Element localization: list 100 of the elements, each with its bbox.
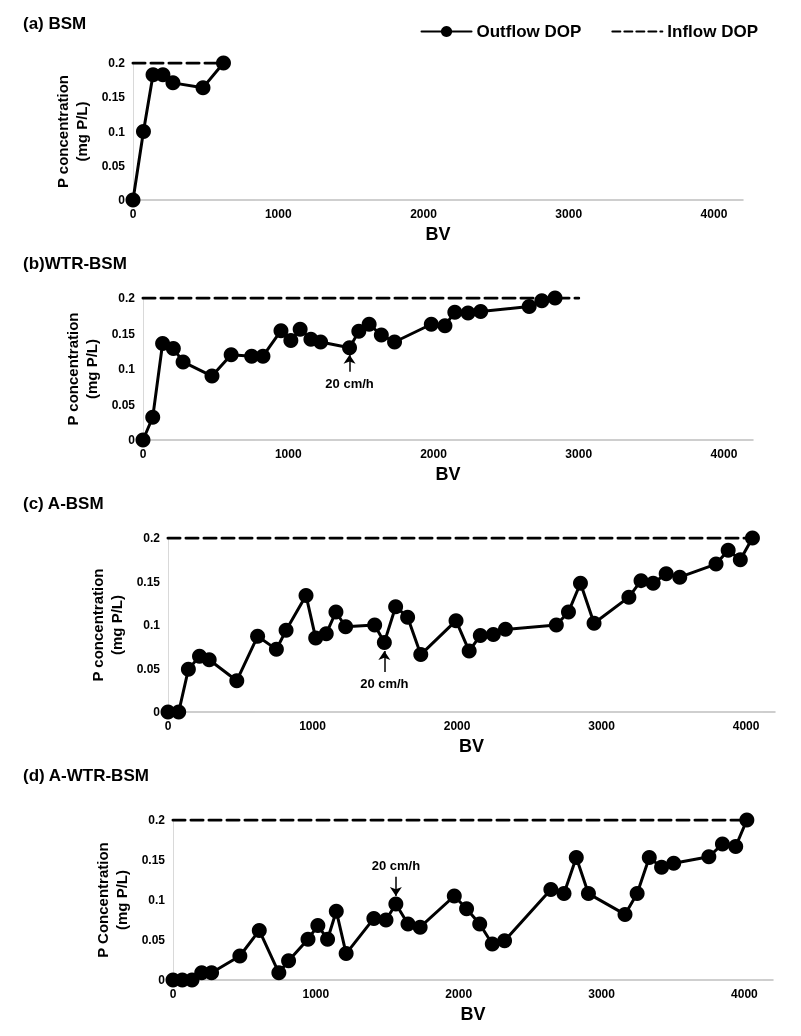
- x-tick-label: 1000: [302, 987, 330, 1001]
- point: [278, 622, 294, 638]
- point: [568, 850, 584, 866]
- point: [484, 936, 500, 952]
- point: [744, 530, 760, 546]
- point: [273, 323, 289, 339]
- point: [318, 626, 334, 642]
- x-tick-label: 3000: [588, 719, 616, 733]
- y-tick-label: 0.1: [118, 362, 136, 376]
- point: [388, 599, 404, 615]
- point: [586, 615, 602, 631]
- y-tick-label: 0.05: [111, 397, 136, 412]
- y-tick-label: 0: [118, 193, 126, 207]
- point: [413, 647, 429, 663]
- x-tick-label: 1000: [264, 207, 292, 221]
- x-tick-label: 1000: [299, 719, 327, 733]
- point: [204, 368, 220, 384]
- point: [165, 340, 181, 356]
- point: [658, 566, 674, 582]
- point: [229, 673, 245, 689]
- point: [361, 316, 377, 332]
- point: [645, 575, 661, 591]
- y-tick-label: 0.05: [101, 158, 126, 173]
- y-tick-label: 0.15: [101, 90, 126, 105]
- point: [720, 542, 736, 558]
- point: [125, 192, 141, 208]
- point: [617, 906, 633, 922]
- point: [472, 916, 488, 932]
- point: [739, 812, 755, 828]
- y-tick-label: 0.1: [108, 124, 126, 139]
- point: [165, 75, 181, 91]
- y-axis-title: P concentration (mg P/L): [63, 312, 100, 426]
- point: [298, 587, 314, 603]
- x-tick-label: 2000: [410, 207, 438, 221]
- point: [654, 859, 670, 875]
- y-tick-label: 0.15: [141, 853, 166, 867]
- x-tick-label: 4000: [731, 987, 759, 1001]
- x-tick-label: 2000: [420, 447, 448, 461]
- point: [387, 334, 403, 350]
- y-tick-label: 0.2: [118, 291, 136, 305]
- y-axis-title: P Concentration (mg P/L): [93, 842, 130, 958]
- point: [223, 347, 239, 363]
- point: [195, 80, 211, 96]
- x-tick-label: 4000: [732, 719, 760, 733]
- point: [400, 609, 416, 625]
- point: [338, 619, 354, 635]
- point: [732, 552, 748, 568]
- x-tick-label: 2000: [443, 719, 471, 733]
- point: [378, 912, 394, 928]
- point: [580, 886, 596, 902]
- point: [328, 604, 344, 620]
- x-tick-label: 1000: [274, 447, 302, 461]
- x-axis-title: BV: [425, 224, 451, 244]
- x-axis-title: BV: [435, 464, 461, 484]
- point: [232, 948, 248, 964]
- x-tick-label: 3000: [555, 207, 583, 221]
- y-tick-label: 0.2: [143, 531, 161, 545]
- y-tick-label: 0: [128, 433, 136, 447]
- y-tick-label: 0.15: [136, 574, 161, 589]
- point: [423, 316, 439, 332]
- point: [621, 589, 637, 605]
- point: [714, 836, 730, 852]
- point: [204, 965, 220, 981]
- point: [292, 321, 308, 337]
- x-tick-label: 0: [169, 987, 177, 1001]
- x-tick-label: 2000: [445, 987, 473, 1001]
- y-tick-label: 0.1: [148, 893, 166, 907]
- point: [534, 293, 550, 309]
- y-tick-label: 0.1: [143, 618, 161, 632]
- y-tick-label: 0: [158, 973, 166, 987]
- y-tick-label: 0.2: [148, 813, 166, 827]
- point: [521, 299, 537, 315]
- point: [543, 882, 559, 898]
- chart-title: (c) A-BSM: [23, 494, 104, 513]
- point: [459, 901, 475, 917]
- y-tick-label: 0.2: [108, 56, 126, 70]
- point: [672, 569, 688, 585]
- point: [708, 556, 724, 572]
- point: [485, 627, 501, 643]
- annotation: 20 cm/h: [325, 375, 374, 391]
- chart-title: (d) A-WTR-BSM: [23, 766, 149, 785]
- point: [701, 849, 717, 865]
- point: [250, 628, 266, 644]
- point: [268, 641, 284, 657]
- point: [641, 850, 657, 866]
- point: [461, 643, 477, 659]
- point: [338, 946, 354, 962]
- y-axis-title: P concentration (mg P/L): [88, 568, 125, 682]
- chart-title: (a) BSM: [23, 14, 87, 33]
- x-tick-label: 4000: [710, 447, 738, 461]
- x-axis-title: BV: [458, 736, 485, 756]
- point: [201, 652, 217, 668]
- point: [728, 838, 744, 854]
- point: [351, 323, 367, 339]
- point: [255, 348, 271, 364]
- point: [556, 886, 572, 902]
- y-tick-label: 0.15: [111, 326, 136, 341]
- point: [135, 124, 151, 139]
- point: [251, 922, 267, 938]
- y-tick-label: 0.05: [136, 661, 161, 676]
